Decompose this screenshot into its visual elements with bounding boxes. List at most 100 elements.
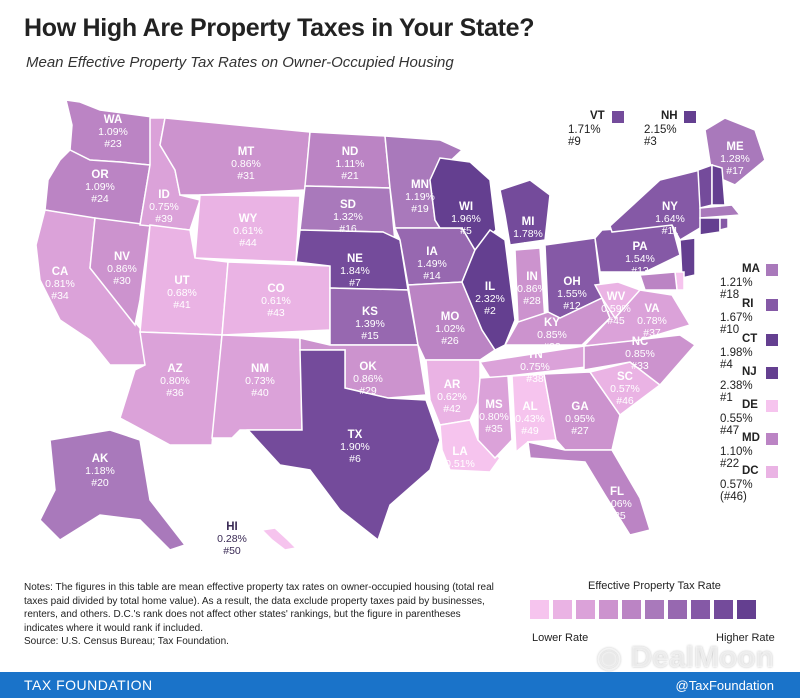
state-label-line: #5 bbox=[460, 225, 472, 237]
state-vt bbox=[697, 163, 713, 209]
state-label-line: 1.84% bbox=[340, 265, 370, 277]
side-item-swatch bbox=[766, 466, 778, 478]
page-subtitle: Mean Effective Property Tax Rates on Own… bbox=[26, 54, 454, 71]
state-label-line: AR bbox=[444, 379, 461, 391]
state-md bbox=[638, 271, 678, 291]
state-label-line: #36 bbox=[166, 387, 184, 399]
state-label-line: #17 bbox=[726, 165, 744, 177]
state-label-line: NV bbox=[114, 251, 130, 263]
state-label-co: CO0.61%#43 bbox=[261, 283, 291, 319]
state-label-line: HI bbox=[226, 521, 238, 533]
state-label-line: 0.78% bbox=[637, 315, 667, 327]
state-label-line: OR bbox=[91, 169, 109, 181]
side-item-value: 0.57% (#46) bbox=[720, 479, 753, 503]
state-al bbox=[511, 373, 557, 454]
state-label-line: WY bbox=[239, 213, 258, 225]
state-label-line: #39 bbox=[155, 213, 173, 225]
side-item-abbr: MA bbox=[742, 263, 760, 275]
state-label-line: LA bbox=[452, 446, 467, 458]
state-label-line: KS bbox=[362, 306, 378, 318]
state-label-line: 1.09% bbox=[98, 126, 128, 138]
state-label-mo: MO1.02%#26 bbox=[435, 311, 465, 347]
legend-high-label: Higher Rate bbox=[716, 632, 775, 644]
state-label-line: 0.43% bbox=[515, 413, 545, 425]
state-label-line: WI bbox=[459, 201, 473, 213]
state-label-line: AL bbox=[522, 401, 537, 413]
legend-swatch bbox=[622, 600, 641, 619]
state-label-line: 1.39% bbox=[355, 318, 385, 330]
state-label-line: 2.32% bbox=[475, 293, 505, 305]
state-label-line: 0.61% bbox=[233, 225, 263, 237]
legend-swatch bbox=[553, 600, 572, 619]
state-label-mi: MI1.78%#8 bbox=[513, 216, 543, 252]
state-label-line: OH bbox=[563, 276, 580, 288]
state-label-line: IN bbox=[526, 271, 538, 283]
side-item-swatch bbox=[766, 334, 778, 346]
state-label-line: #25 bbox=[608, 510, 626, 522]
state-label-line: 1.09% bbox=[85, 181, 115, 193]
state-label-line: WA bbox=[104, 114, 123, 126]
state-label-line: 0.68% bbox=[167, 287, 197, 299]
state-label-line: #43 bbox=[267, 307, 285, 319]
state-label-line: 0.61% bbox=[261, 295, 291, 307]
state-label-line: WV bbox=[607, 291, 626, 303]
state-label-line: IL bbox=[485, 281, 495, 293]
state-label-line: #28 bbox=[523, 295, 541, 307]
state-label-fl: FL1.06%#25 bbox=[602, 486, 632, 522]
state-label-ia: IA1.49%#14 bbox=[417, 246, 447, 282]
state-label-tn: TN0.75%#38 bbox=[520, 349, 550, 385]
legend-swatch bbox=[737, 600, 756, 619]
state-label-line: #38 bbox=[526, 373, 544, 385]
state-label-line: #14 bbox=[423, 270, 441, 282]
legend-title: Effective Property Tax Rate bbox=[588, 580, 721, 592]
state-label-la: LA0.51%#48 bbox=[445, 446, 475, 482]
side-item-abbr: RI bbox=[742, 298, 754, 310]
state-wi bbox=[429, 157, 497, 252]
state-label-pa: PA1.54%#13 bbox=[625, 241, 655, 277]
state-label-line: #50 bbox=[223, 545, 241, 557]
state-label-wv: WV0.59%#45 bbox=[601, 291, 631, 327]
side-item-abbr: CT bbox=[742, 333, 758, 345]
state-label-line: 0.86% bbox=[517, 283, 547, 295]
state-label-tx: TX1.90%#6 bbox=[340, 429, 370, 465]
side-item-swatch bbox=[766, 299, 778, 311]
side-item-abbr: DC bbox=[742, 465, 759, 477]
state-label-line: CO bbox=[267, 283, 284, 295]
state-label-ca: CA0.81%#34 bbox=[45, 266, 75, 302]
state-label-id: ID0.75%#39 bbox=[149, 189, 179, 225]
state-label-line: 0.59% bbox=[601, 303, 631, 315]
footer-handle[interactable]: @TaxFoundation bbox=[675, 678, 774, 693]
state-label-line: 1.19% bbox=[405, 191, 435, 203]
state-label-ak: AK1.18%#20 bbox=[85, 453, 115, 489]
state-fl bbox=[527, 441, 651, 536]
state-label-line: AK bbox=[92, 453, 109, 465]
state-label-line: #40 bbox=[251, 387, 269, 399]
legend-swatch bbox=[691, 600, 710, 619]
state-label-line: #23 bbox=[104, 138, 122, 150]
legend-swatch bbox=[645, 600, 664, 619]
state-label-line: #46 bbox=[616, 395, 634, 407]
state-label-line: #20 bbox=[91, 477, 109, 489]
state-label-line: 1.55% bbox=[557, 288, 587, 300]
side-item-swatch bbox=[766, 367, 778, 379]
state-label-line: #19 bbox=[411, 203, 429, 215]
state-label-sc: SC0.57%#46 bbox=[610, 371, 640, 407]
state-label-line: 0.62% bbox=[437, 391, 467, 403]
state-label-line: #41 bbox=[173, 299, 191, 311]
state-label-line: #30 bbox=[113, 275, 131, 287]
state-ma bbox=[699, 204, 742, 219]
state-label-line: 0.75% bbox=[149, 201, 179, 213]
state-ms bbox=[477, 375, 513, 460]
state-label-line: 0.95% bbox=[565, 413, 595, 425]
state-label-line: #21 bbox=[341, 170, 359, 182]
state-label-line: #29 bbox=[359, 385, 377, 397]
state-label-line: NM bbox=[251, 363, 269, 375]
state-label-line: 0.86% bbox=[231, 158, 261, 170]
state-label-nc: NC0.85%#33 bbox=[625, 336, 655, 372]
state-label-line: MS bbox=[485, 399, 503, 411]
state-label-line: 0.85% bbox=[625, 348, 655, 360]
state-label-ok: OK0.86%#29 bbox=[353, 361, 383, 397]
state-label-line: 1.78% bbox=[513, 228, 543, 240]
state-label-line: KY bbox=[544, 317, 560, 329]
